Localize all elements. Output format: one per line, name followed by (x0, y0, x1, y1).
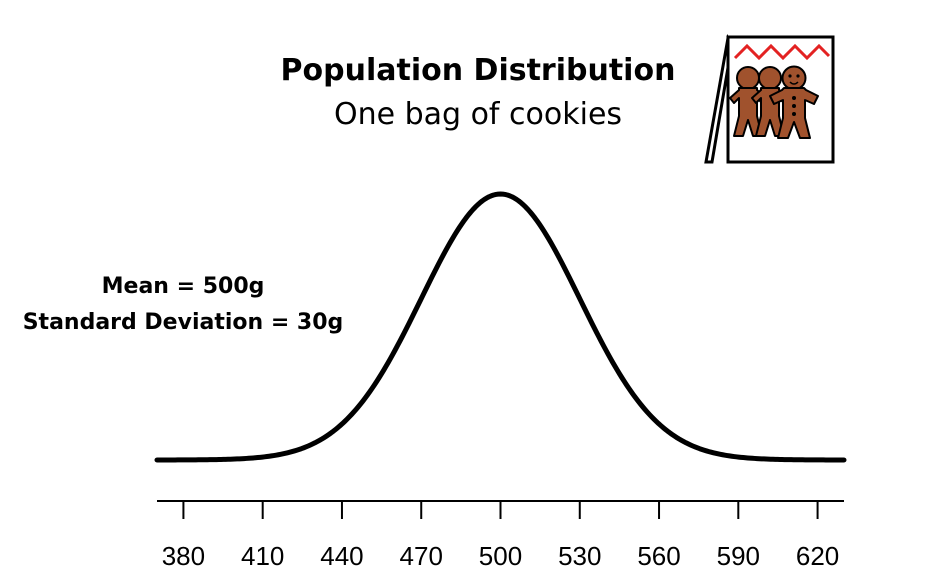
sd-annotation: Standard Deviation = 30g (23, 310, 344, 335)
x-tick-label: 590 (717, 541, 760, 571)
gingerbread-cookie-bag-icon (704, 34, 835, 164)
normal-density-curve (154, 191, 847, 463)
x-tick-label: 620 (796, 541, 839, 571)
chart-subtitle: One bag of cookies (334, 97, 622, 132)
x-tick-label: 440 (320, 541, 363, 571)
chart-title: Population Distribution (281, 53, 676, 88)
mean-annotation: Mean = 500g (102, 274, 265, 299)
x-tick-label: 380 (162, 541, 205, 571)
x-tick-label: 560 (637, 541, 680, 571)
x-tick-label: 530 (558, 541, 601, 571)
x-tick-label: 410 (241, 541, 284, 571)
x-tick-label: 470 (400, 541, 443, 571)
x-tick-label: 500 (479, 541, 522, 571)
x-axis-ticks: 380 410 440 470 500 530 560 590 620 (162, 501, 839, 571)
